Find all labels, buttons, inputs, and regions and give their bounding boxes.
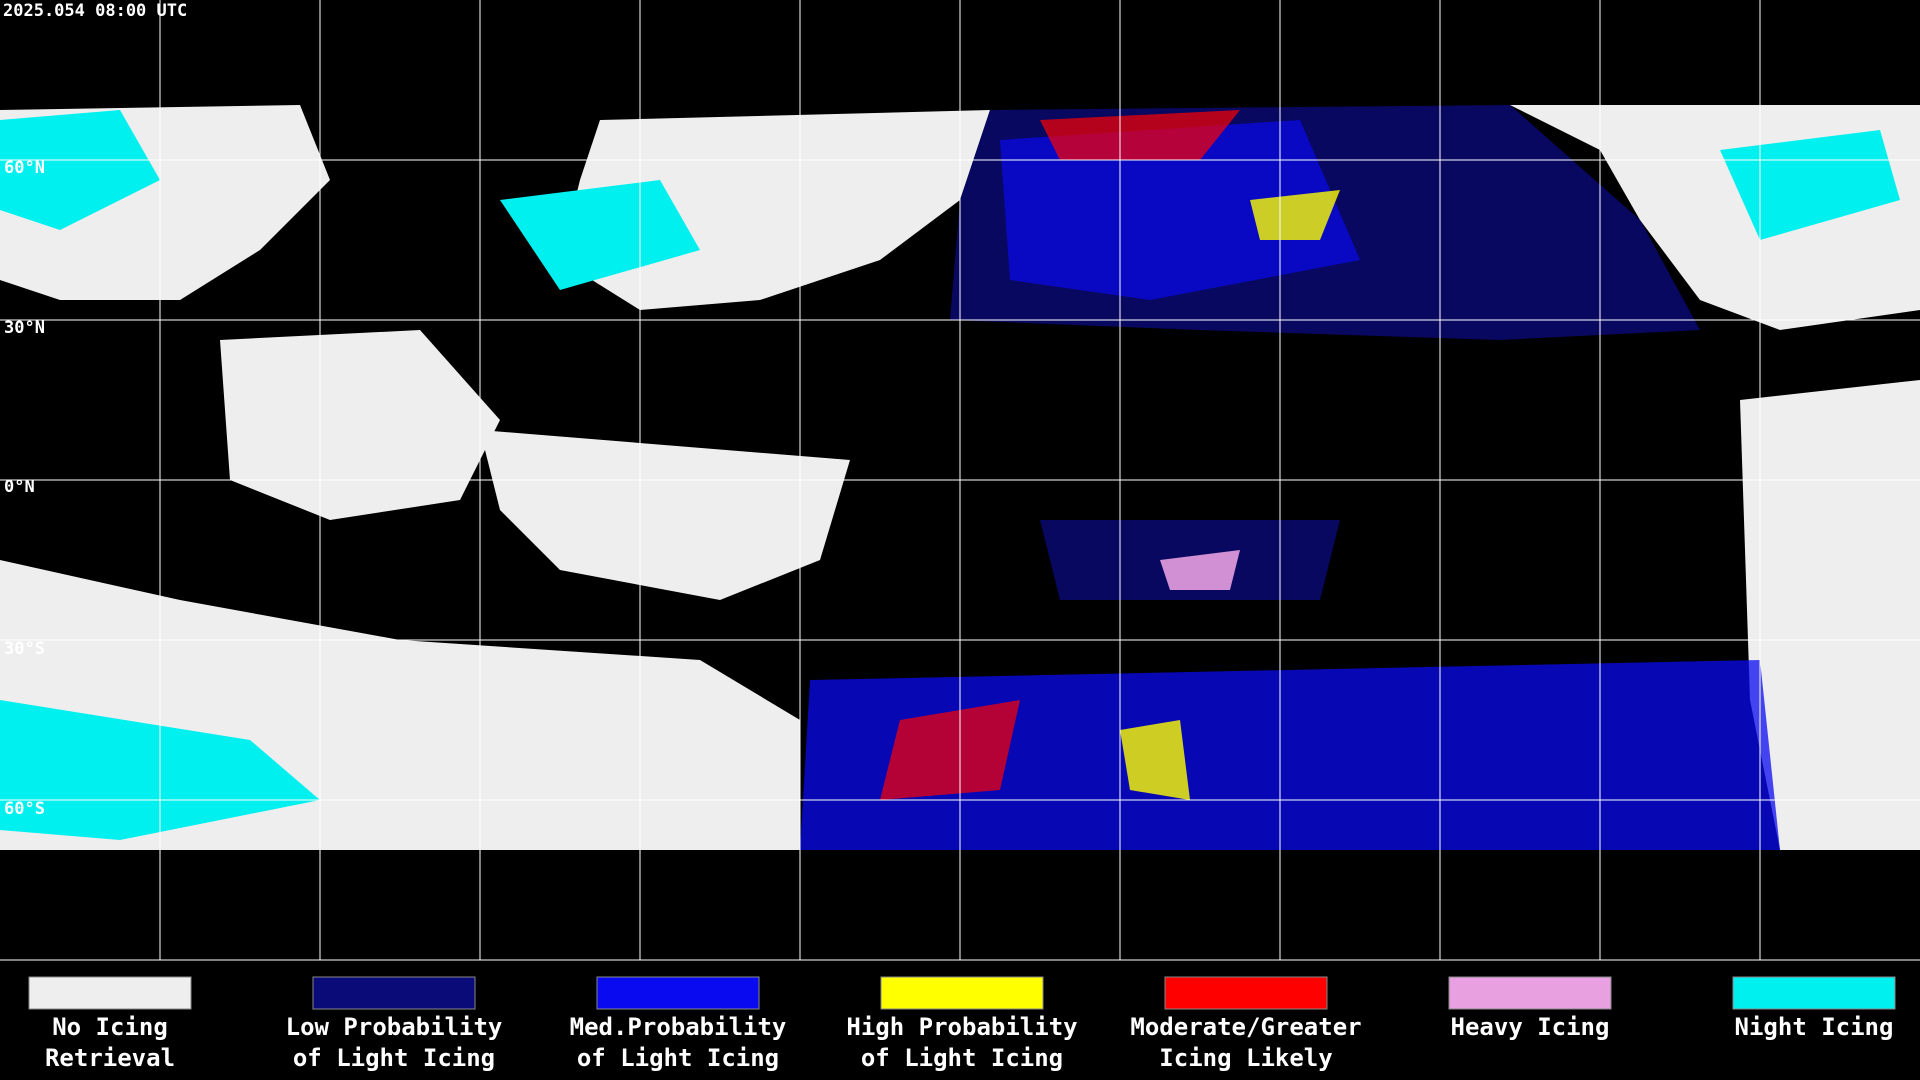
moderate-icing-region xyxy=(880,700,1020,800)
legend-label: Moderate/Greater xyxy=(1130,1013,1361,1041)
latitude-labels: 60°N 30°N 0°N 30°S 60°S xyxy=(4,158,45,819)
legend-label: High Probability xyxy=(846,1013,1077,1041)
legend-label: Retrieval xyxy=(45,1044,175,1072)
legend-swatch xyxy=(1164,976,1328,1010)
no-icing-region xyxy=(480,430,850,600)
legend-label: of Light Icing xyxy=(577,1044,779,1072)
legend-swatch xyxy=(28,976,192,1010)
high-icing-region xyxy=(1120,720,1190,800)
legend-swatch xyxy=(1448,976,1612,1010)
no-icing-region xyxy=(1740,380,1920,850)
latitude-label: 60°N xyxy=(4,158,45,178)
med-icing-region xyxy=(800,660,1780,850)
legend-swatch xyxy=(312,976,476,1010)
latitude-label: 0°N xyxy=(4,477,35,497)
legend-label: Heavy Icing xyxy=(1451,1013,1610,1041)
legend-swatch xyxy=(596,976,760,1010)
high-icing-region xyxy=(1250,190,1340,240)
latitude-label: 30°S xyxy=(4,639,45,659)
night-icing-region xyxy=(0,110,160,230)
night-icing-region xyxy=(500,180,700,290)
timestamp: 2025.054 08:00 UTC xyxy=(3,1,187,21)
latitude-label: 60°S xyxy=(4,799,45,819)
night-icing-region xyxy=(1720,130,1900,240)
legend-label: of Light Icing xyxy=(293,1044,495,1072)
heavy-icing-region xyxy=(1160,550,1240,590)
legend-label: Low Probability xyxy=(286,1013,503,1041)
legend-swatch xyxy=(880,976,1044,1010)
legend-label: No Icing xyxy=(52,1013,168,1041)
graticule xyxy=(0,0,1920,961)
legend-label: Med.Probability xyxy=(570,1013,787,1041)
legend: No Icing Retrieval Low Probability of Light… xyxy=(28,976,1896,1072)
moderate-icing-region xyxy=(1040,110,1240,160)
no-icing-region xyxy=(220,330,500,520)
med-icing-region xyxy=(1000,120,1360,300)
legend-label: Icing Likely xyxy=(1159,1044,1332,1072)
legend-label: of Light Icing xyxy=(861,1044,1063,1072)
legend-label: Night Icing xyxy=(1735,1013,1894,1041)
latitude-label: 30°N xyxy=(4,318,45,338)
legend-swatch xyxy=(1732,976,1896,1010)
